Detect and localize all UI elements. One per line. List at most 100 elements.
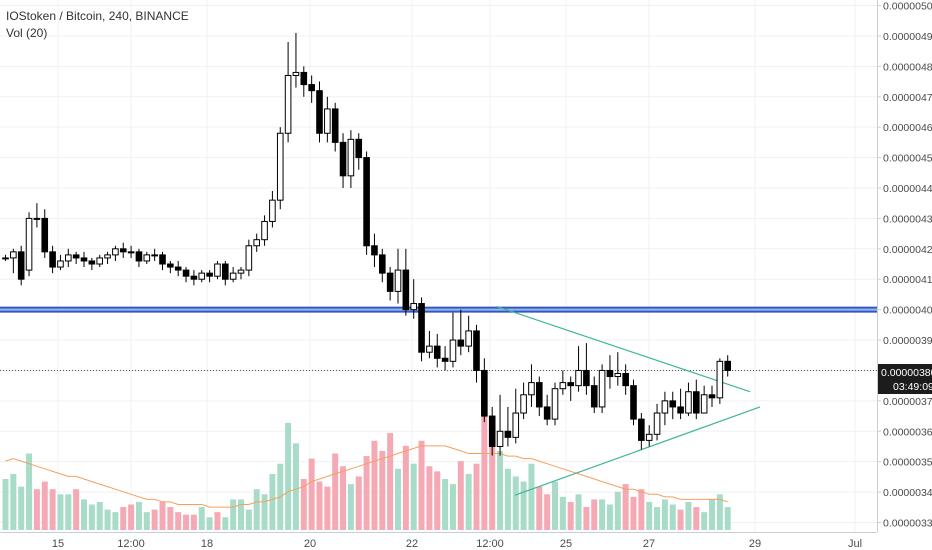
volume-bar bbox=[332, 453, 339, 530]
volume-bar bbox=[559, 496, 566, 530]
time-axis[interactable]: 15 12:00 18 20 22 12:00 25 27 29 Jul bbox=[52, 538, 862, 550]
candle-up bbox=[104, 254, 111, 259]
volume-bar bbox=[434, 471, 441, 530]
last-price-label: 0.00000380 03:49:09 bbox=[878, 364, 932, 394]
triangle-upper-line[interactable] bbox=[496, 306, 751, 393]
x-tick-label: 18 bbox=[201, 538, 213, 550]
volume-bar bbox=[709, 499, 715, 530]
volume-bar bbox=[379, 450, 386, 530]
volume-bar bbox=[497, 450, 504, 530]
candle-up bbox=[245, 245, 253, 271]
candle-down bbox=[222, 263, 229, 280]
grid-lines bbox=[0, 0, 877, 532]
candle-up bbox=[614, 372, 622, 378]
volume-bar bbox=[10, 473, 17, 530]
candle-down bbox=[300, 71, 308, 86]
volume-bar bbox=[261, 494, 268, 530]
volume-bar bbox=[536, 486, 543, 530]
volume-bar bbox=[57, 494, 64, 530]
candle-down bbox=[88, 260, 96, 265]
candle-up bbox=[253, 239, 260, 247]
candle-up bbox=[33, 217, 41, 220]
volume-bar bbox=[269, 473, 276, 530]
volume-bar bbox=[544, 494, 551, 530]
candle-down bbox=[119, 248, 127, 253]
volume-bar bbox=[135, 501, 142, 530]
volume-bar bbox=[701, 512, 708, 530]
candle-down bbox=[331, 108, 339, 143]
candle-up bbox=[716, 360, 724, 399]
volume-bar bbox=[481, 415, 488, 530]
volume-bar bbox=[2, 479, 9, 530]
volume-bar bbox=[73, 489, 80, 530]
drawing-lines[interactable] bbox=[0, 306, 877, 496]
volume-bar bbox=[583, 507, 590, 530]
candle-down bbox=[339, 141, 347, 177]
volume-bar bbox=[457, 461, 464, 530]
volume-bar bbox=[88, 504, 95, 530]
candle-down bbox=[630, 385, 637, 420]
volume-bar bbox=[183, 514, 190, 530]
volume-bar bbox=[716, 494, 723, 530]
candle-up bbox=[426, 345, 433, 353]
volume-bar bbox=[104, 509, 111, 530]
candle-down bbox=[606, 369, 614, 378]
volume-indicator-label[interactable]: Vol (20) bbox=[6, 26, 48, 40]
volume-bar bbox=[96, 501, 103, 530]
volume-bar bbox=[520, 481, 527, 530]
candle-down bbox=[457, 339, 465, 347]
x-tick-label: 27 bbox=[643, 538, 655, 550]
candle-up bbox=[520, 394, 527, 414]
volume-bar bbox=[630, 496, 637, 530]
volume-bar bbox=[685, 501, 692, 530]
candle-down bbox=[206, 272, 213, 277]
symbol-title[interactable]: IOStoken / Bitcoin, 240, BINANCE bbox=[6, 9, 189, 23]
volume-bars bbox=[2, 415, 731, 530]
volume-bar bbox=[41, 481, 48, 530]
candle-down bbox=[174, 266, 182, 271]
volume-bar bbox=[591, 499, 598, 530]
candle-down bbox=[536, 382, 543, 408]
volume-bar bbox=[724, 507, 731, 530]
volume-bar bbox=[395, 468, 401, 530]
candlesticks bbox=[2, 32, 732, 456]
candle-down bbox=[41, 217, 49, 253]
candle-down bbox=[433, 345, 441, 359]
candle-up bbox=[151, 254, 158, 257]
candle-down bbox=[355, 138, 363, 159]
volume-bar bbox=[661, 499, 668, 530]
candle-down bbox=[481, 369, 488, 417]
candle-up bbox=[324, 108, 331, 134]
x-tick-label: 22 bbox=[406, 538, 418, 550]
candle-down bbox=[167, 263, 174, 268]
volume-bar bbox=[230, 499, 237, 530]
candle-up bbox=[528, 382, 535, 396]
volume-bar bbox=[65, 494, 72, 530]
candle-down bbox=[72, 254, 80, 259]
volume-bar bbox=[387, 433, 394, 530]
candle-down bbox=[17, 251, 25, 280]
triangle-lower-line[interactable] bbox=[514, 406, 761, 496]
candle-down bbox=[590, 385, 598, 408]
candle-up bbox=[449, 339, 457, 362]
volume-bar bbox=[363, 456, 370, 530]
volume-bar bbox=[575, 494, 582, 530]
candle-up bbox=[559, 382, 567, 390]
candle-up bbox=[2, 257, 9, 260]
volume-bar bbox=[465, 473, 472, 530]
last-price-value: 0.00000380 bbox=[881, 367, 932, 379]
volume-bar bbox=[473, 463, 480, 530]
volume-bar bbox=[26, 453, 33, 530]
volume-bar bbox=[622, 484, 629, 530]
volume-bar bbox=[285, 422, 292, 530]
volume-bar bbox=[143, 512, 150, 530]
candle-up bbox=[214, 263, 221, 277]
